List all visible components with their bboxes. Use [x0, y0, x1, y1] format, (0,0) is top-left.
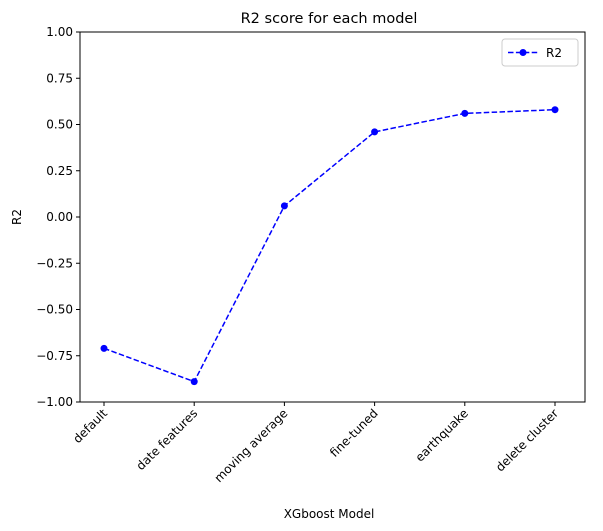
y-tick-label: −0.75 [36, 349, 73, 363]
y-tick-label: −0.25 [36, 256, 73, 270]
y-tick-label: −1.00 [36, 395, 73, 409]
legend-label-r2: R2 [546, 46, 562, 60]
legend: R2 [501, 38, 579, 67]
y-axis-title: R2 [10, 209, 24, 225]
series-line-r2 [103, 108, 556, 383]
x-tick-label: default [70, 406, 110, 446]
plot-area [79, 31, 586, 403]
data-point [280, 202, 288, 210]
x-axis: default date features moving average fine-t… [70, 402, 561, 485]
series-r2 [100, 106, 559, 386]
y-tick-label: 0.00 [46, 210, 73, 224]
x-tick-label: moving average [212, 406, 291, 485]
y-tick-label: 1.00 [46, 25, 73, 39]
x-tick-label: date features [134, 406, 201, 473]
y-tick-label: 0.75 [46, 71, 73, 85]
x-tick-label: fine-tuned [327, 406, 381, 460]
data-point [371, 128, 379, 136]
x-tick-label: earthquake [413, 406, 471, 464]
data-point [551, 106, 559, 114]
legend-marker-r2 [519, 49, 527, 56]
legend-box [501, 38, 579, 67]
x-axis-title: XGboost Model [284, 507, 375, 521]
data-point [461, 109, 469, 117]
y-tick-label: 0.25 [46, 164, 73, 178]
data-point [100, 344, 108, 352]
y-tick-label: 0.50 [46, 118, 73, 132]
data-point [190, 378, 198, 386]
y-axis: −1.00 −0.75 −0.50 −0.25 0.00 0.25 0.50 0.75 1.00 [36, 25, 80, 409]
chart-title: R2 score for each model [241, 11, 418, 27]
y-tick-label: −0.50 [36, 303, 73, 317]
x-tick-label: delete cluster [493, 406, 561, 474]
